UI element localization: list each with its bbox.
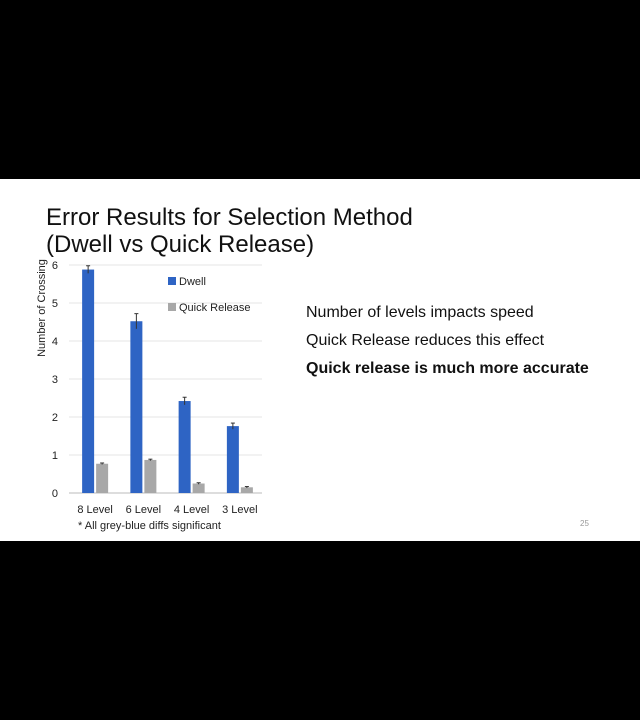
x-tick-label: 8 Level: [77, 504, 112, 516]
legend-label: Dwell: [179, 276, 206, 288]
title-line-2: (Dwell vs Quick Release): [46, 231, 315, 258]
y-axis-label: Number of Crossing: [36, 259, 48, 357]
bullet-item: Quick release is much more accurate: [306, 360, 589, 377]
x-tick-label: 3 Level: [222, 504, 257, 516]
y-tick-label: 0: [52, 488, 58, 500]
legend-swatch: [168, 303, 176, 311]
bar-quick-release: [96, 463, 109, 493]
y-tick-label: 3: [52, 374, 58, 386]
bullet-list: Number of levels impacts speed Quick Rel…: [306, 299, 626, 383]
bar-quick-release: [240, 487, 253, 493]
y-tick-label: 6: [52, 260, 58, 272]
bar-quick-release: [192, 483, 205, 493]
slide: Error Results for Selection Method (Dwel…: [0, 179, 640, 541]
bar-dwell: [226, 426, 239, 493]
bar-quick-release: [144, 459, 157, 493]
slide-title: Error Results for Selection Method (Dwel…: [46, 204, 606, 258]
chart-footnote: * All grey-blue diffs significant: [78, 520, 221, 532]
legend-swatch: [168, 277, 176, 285]
y-tick-label: 2: [52, 412, 58, 424]
y-axis-ticks: 0 1 2 3 4 5 6: [52, 260, 58, 500]
slide-number: 25: [580, 519, 589, 528]
x-tick-label: 6 Level: [126, 504, 161, 516]
bar-dwell: [178, 401, 191, 493]
y-tick-label: 5: [52, 298, 58, 310]
bar-dwell: [130, 321, 143, 493]
y-tick-label: 4: [52, 336, 58, 348]
title-line-1: Error Results for Selection Method: [46, 204, 413, 231]
legend: Dwell Quick Release: [168, 276, 251, 314]
bar-chart: 0 1 2 3 4 5 6 Number of Crossing 8 Level 6 Leve…: [36, 259, 262, 532]
x-axis-ticks: 8 Level 6 Level 4 Level 3 Level: [77, 504, 257, 516]
bullet-item: Quick Release reduces this effect: [306, 332, 545, 349]
bullet-item: Number of levels impacts speed: [306, 304, 534, 321]
legend-label: Quick Release: [179, 302, 251, 314]
bar-dwell: [82, 269, 95, 493]
y-tick-label: 1: [52, 450, 58, 462]
bars: [82, 265, 253, 493]
x-tick-label: 4 Level: [174, 504, 209, 516]
